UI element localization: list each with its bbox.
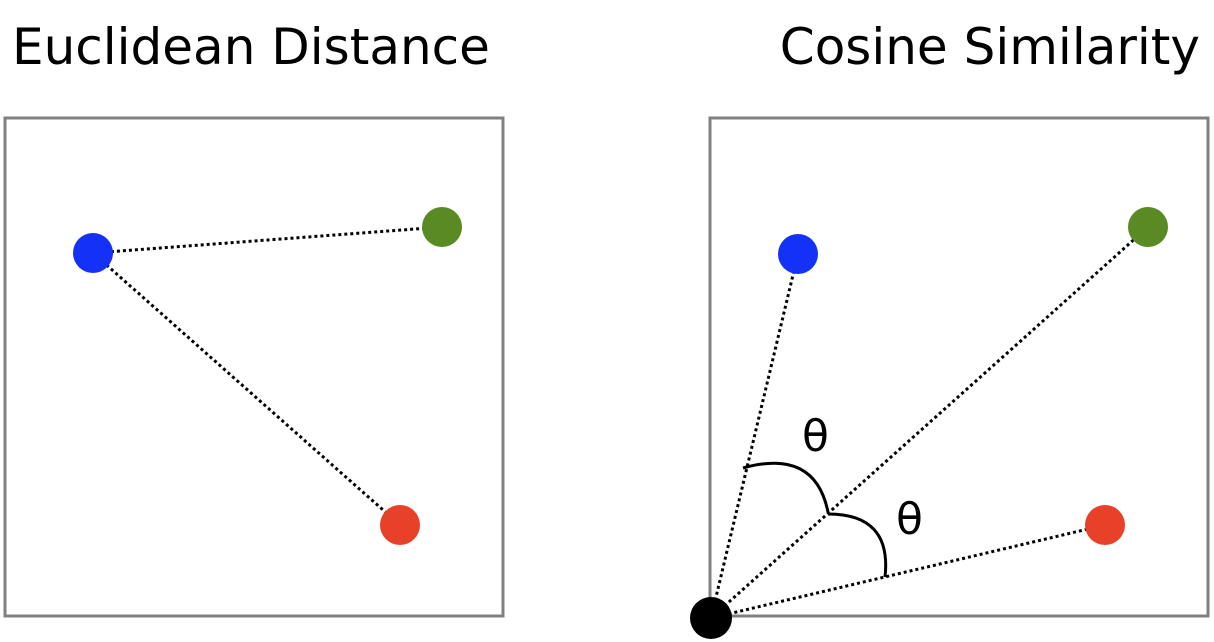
- red-point: [1085, 505, 1125, 545]
- distance-line-blue-green: [92, 225, 443, 255]
- cosine-similarity-title: Cosine Similarity: [779, 18, 1200, 76]
- euclidean-distance-title: Euclidean Distance: [12, 18, 490, 76]
- blue-point: [778, 234, 818, 274]
- vector-line-red: [710, 523, 1106, 620]
- blue-point: [73, 233, 113, 273]
- angle-arc-upper: [742, 461, 830, 513]
- distance-line-blue-red: [92, 251, 401, 527]
- vector-line-green: [709, 225, 1150, 620]
- cosine-panel-frame: [708, 116, 1210, 618]
- green-point: [422, 207, 462, 247]
- cosine-panel: θ θ: [690, 116, 1210, 639]
- angle-arc-lower: [827, 512, 888, 578]
- vector-line-blue: [709, 253, 800, 619]
- theta-label-upper: θ: [802, 411, 829, 462]
- theta-label-lower: θ: [896, 494, 923, 545]
- origin-point: [690, 597, 732, 639]
- red-point: [380, 505, 420, 545]
- euclidean-panel-frame: [3, 116, 505, 618]
- green-point: [1128, 207, 1168, 247]
- euclidean-panel: [3, 116, 505, 618]
